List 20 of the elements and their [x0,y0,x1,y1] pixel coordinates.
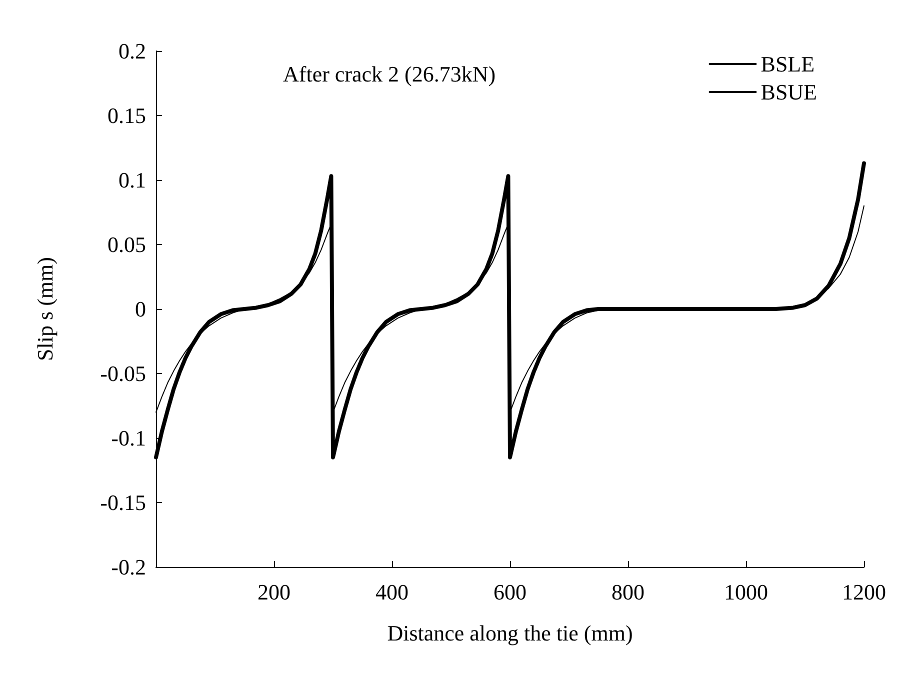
y-tick-label: -0.2 [111,554,146,580]
y-tick-label: 0.15 [108,103,146,128]
y-tick-label: -0.05 [100,361,146,386]
x-tick-label: 600 [494,580,526,604]
y-tick-label: 0.1 [118,168,146,192]
y-tick-label: 0.05 [108,232,146,257]
y-axis-title: Slip s (mm) [32,257,58,361]
x-tick-label: 1200 [842,580,886,604]
x-axis-title: Distance along the tie (mm) [387,620,633,646]
y-tick-label: 0.2 [118,38,146,64]
x-tick-label: 200 [258,580,290,604]
x-tick-label: 1000 [724,580,768,604]
y-tick-label: -0.15 [100,490,146,515]
legend-label: BSLE [760,52,815,76]
text: After crack 2 (26.73kN) [283,62,496,86]
x-tick-label: 400 [376,580,408,604]
x-tick-label: 800 [612,580,644,604]
y-tick-label: -0.1 [111,426,146,450]
legend-label: BSUE [760,80,818,104]
y-tick-label: 0 [135,296,146,322]
